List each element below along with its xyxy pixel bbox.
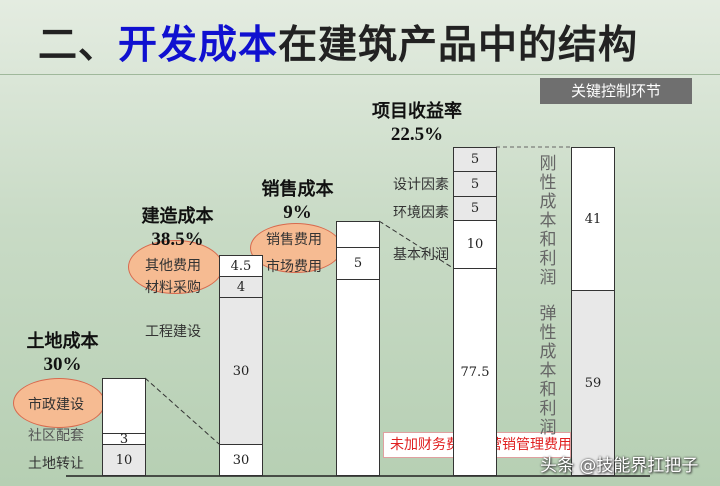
label: 其他费用 xyxy=(145,258,201,274)
bar-segment: 30 xyxy=(219,297,263,445)
page-title: 二、开发成本在建筑产品中的结构 xyxy=(38,14,638,70)
sales-cost-heading: 销售成本 9% xyxy=(261,179,334,223)
label: 设计因素 xyxy=(393,177,449,193)
bar-segment: 5 xyxy=(453,196,497,221)
dashed-connector xyxy=(144,377,220,445)
elastic-label: 弹性成本和利润 xyxy=(539,304,557,438)
title-suffix: 在建筑产品中的结构 xyxy=(278,23,639,68)
bar-segment xyxy=(102,378,146,434)
profit-rate-heading: 项目收益率 22.5% xyxy=(372,101,462,145)
title-divider xyxy=(0,74,720,75)
bar-segment xyxy=(336,221,380,248)
bar-segment: 4.5 xyxy=(219,255,263,277)
rigid-label: 刚性成本和利润 xyxy=(539,154,557,288)
highlight-ellipse xyxy=(13,378,105,428)
bar-segment: 5 xyxy=(453,147,497,172)
label: 环境因素 xyxy=(393,205,449,221)
watermark: 头条 @技能界扛把子 xyxy=(540,456,699,476)
bar-segment: 5 xyxy=(336,247,380,280)
bar-segment: 10 xyxy=(102,444,146,476)
bar-segment: 41 xyxy=(571,147,615,291)
label: 市场费用 xyxy=(266,259,322,275)
bar-segment: 5 xyxy=(453,171,497,197)
bar-segment: 30 xyxy=(219,444,263,476)
title-highlight: 开发成本 xyxy=(118,23,279,68)
label: 土地转让 xyxy=(28,456,84,472)
title-prefix: 二、 xyxy=(38,23,119,68)
label: 工程建设 xyxy=(145,324,201,340)
bar-segment xyxy=(336,279,380,476)
label: 社区配套 xyxy=(28,428,84,444)
build-cost-heading: 建造成本 38.5% xyxy=(141,206,214,250)
bar-segment: 4 xyxy=(219,276,263,298)
bar-segment: 77.5 xyxy=(453,268,497,476)
label: 销售费用 xyxy=(266,232,322,248)
bar-segment: 10 xyxy=(453,220,497,269)
label: 材料采购 xyxy=(145,280,201,296)
label: 基本利润 xyxy=(393,247,449,263)
bar-segment: 59 xyxy=(571,290,615,476)
land-cost-heading: 土地成本 30% xyxy=(26,331,99,375)
key-control-badge: 关键控制环节 xyxy=(540,78,692,104)
dashed-connector xyxy=(378,220,454,269)
highlight-ellipse xyxy=(128,240,223,294)
label: 市政建设 xyxy=(28,397,84,413)
highlight-ellipse xyxy=(250,223,342,273)
